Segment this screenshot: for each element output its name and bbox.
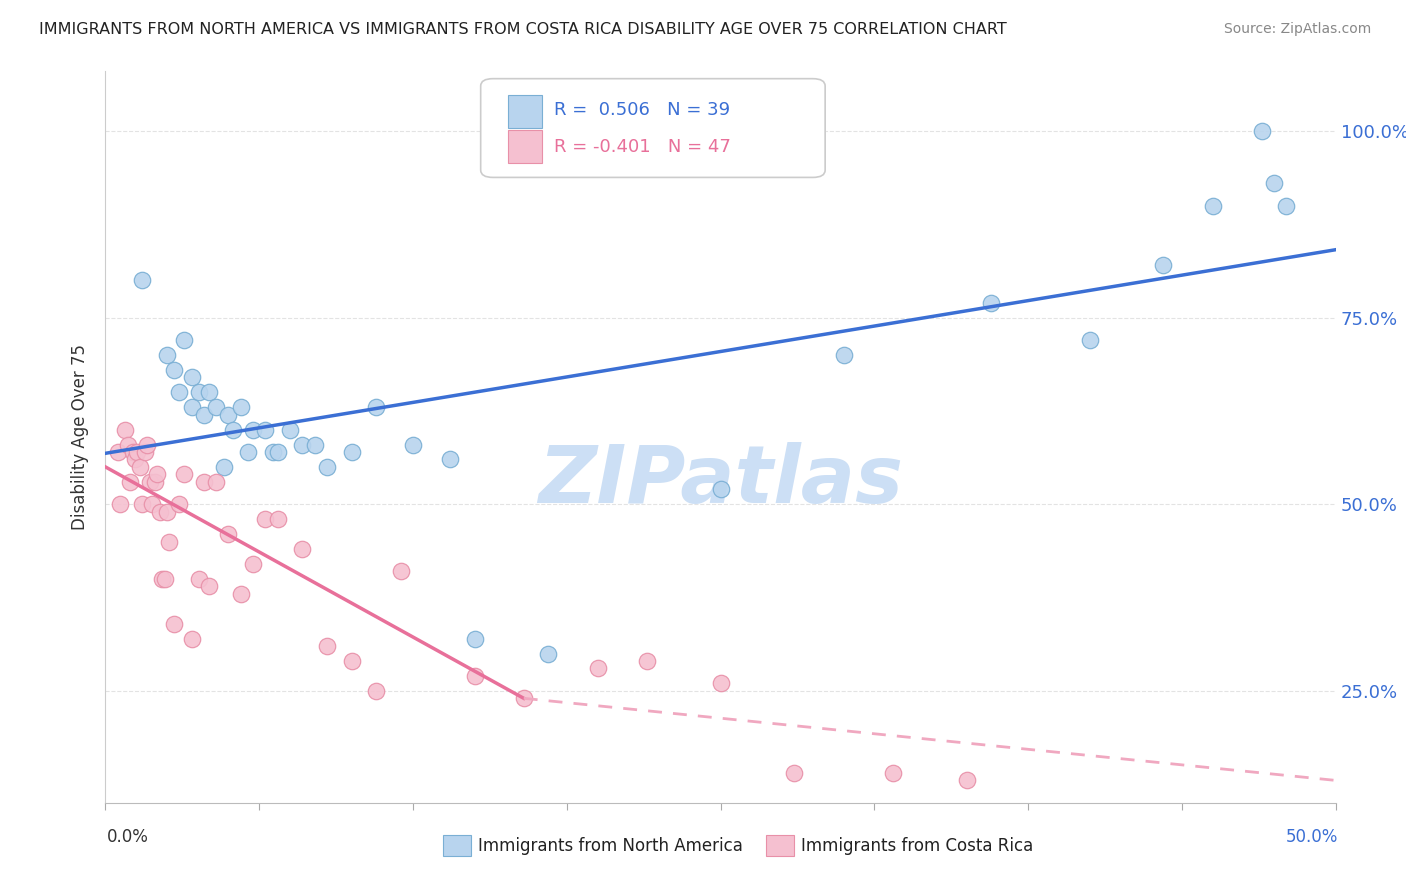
Point (156, 505, 179, 519)
Text: 50.0%: 50.0% (1286, 828, 1339, 846)
Point (956, 773, 979, 788)
Point (146, 467, 169, 482)
Point (153, 572, 176, 586)
Point (180, 401, 202, 415)
Point (783, 766, 806, 780)
Point (197, 385, 221, 400)
Point (267, 445, 290, 459)
Point (188, 572, 211, 586)
Point (169, 497, 191, 511)
Point (832, 348, 855, 362)
Point (212, 459, 235, 474)
Point (150, 572, 173, 586)
Point (117, 437, 139, 451)
Point (366, 683, 388, 698)
Point (173, 467, 195, 482)
Point (1201, 199, 1223, 213)
Point (304, 437, 326, 451)
Point (180, 632, 202, 646)
Point (1153, 259, 1175, 273)
Point (242, 423, 264, 437)
Point (315, 639, 337, 653)
Point (205, 475, 228, 489)
Point (586, 661, 609, 675)
Point (1263, 177, 1285, 191)
Point (236, 445, 260, 459)
Point (315, 459, 337, 474)
Point (537, 647, 560, 661)
Point (180, 370, 202, 384)
Point (291, 437, 314, 451)
Point (188, 385, 211, 400)
Point (134, 445, 156, 459)
Point (163, 363, 186, 377)
Point (439, 452, 461, 467)
Point (389, 565, 412, 579)
Point (136, 437, 159, 451)
Point (1078, 333, 1101, 347)
Point (159, 534, 181, 549)
Text: IMMIGRANTS FROM NORTH AMERICA VS IMMIGRANTS FROM COSTA RICA DISABILITY AGE OVER : IMMIGRANTS FROM NORTH AMERICA VS IMMIGRA… (39, 22, 1007, 37)
Point (242, 557, 264, 571)
Point (636, 654, 658, 668)
Text: R = -0.401   N = 47: R = -0.401 N = 47 (554, 137, 731, 156)
Y-axis label: Disability Age Over 75: Disability Age Over 75 (72, 344, 90, 530)
Point (340, 654, 363, 668)
Point (464, 632, 486, 646)
Point (114, 423, 136, 437)
Point (141, 497, 163, 511)
Point (173, 333, 195, 347)
Text: Immigrants from Costa Rica: Immigrants from Costa Rica (801, 837, 1033, 855)
Text: Source: ZipAtlas.com: Source: ZipAtlas.com (1223, 22, 1371, 37)
Point (710, 676, 733, 690)
Text: R =  0.506   N = 39: R = 0.506 N = 39 (554, 101, 731, 120)
FancyBboxPatch shape (481, 78, 825, 178)
Point (366, 401, 388, 415)
Point (254, 512, 277, 526)
Text: 0.0%: 0.0% (107, 828, 149, 846)
Point (110, 497, 132, 511)
Point (121, 445, 143, 459)
Point (129, 459, 152, 474)
Point (156, 348, 179, 362)
Point (513, 691, 536, 706)
Point (163, 616, 186, 631)
Point (882, 766, 904, 780)
Point (127, 445, 149, 459)
Point (131, 273, 153, 287)
Point (254, 423, 277, 437)
Point (107, 445, 129, 459)
Point (278, 423, 301, 437)
Point (340, 445, 363, 459)
Point (222, 423, 245, 437)
Point (205, 401, 228, 415)
Point (229, 587, 252, 601)
Point (464, 669, 486, 683)
Point (1275, 199, 1298, 213)
Point (139, 475, 162, 489)
Point (131, 497, 153, 511)
Point (218, 527, 240, 541)
Point (169, 385, 191, 400)
Point (197, 579, 221, 593)
Bar (508, 95, 543, 128)
Point (1251, 124, 1274, 138)
Text: Immigrants from North America: Immigrants from North America (478, 837, 742, 855)
Point (229, 401, 252, 415)
Point (262, 445, 284, 459)
Point (710, 483, 733, 497)
Point (980, 295, 1002, 310)
Point (267, 512, 290, 526)
Point (291, 542, 314, 557)
Text: ZIPatlas: ZIPatlas (538, 442, 903, 520)
Point (193, 408, 215, 422)
Point (218, 408, 240, 422)
Point (120, 475, 141, 489)
Point (149, 505, 172, 519)
Point (402, 437, 425, 451)
Bar (508, 130, 543, 162)
Point (193, 475, 215, 489)
Point (124, 452, 146, 467)
Point (143, 475, 166, 489)
